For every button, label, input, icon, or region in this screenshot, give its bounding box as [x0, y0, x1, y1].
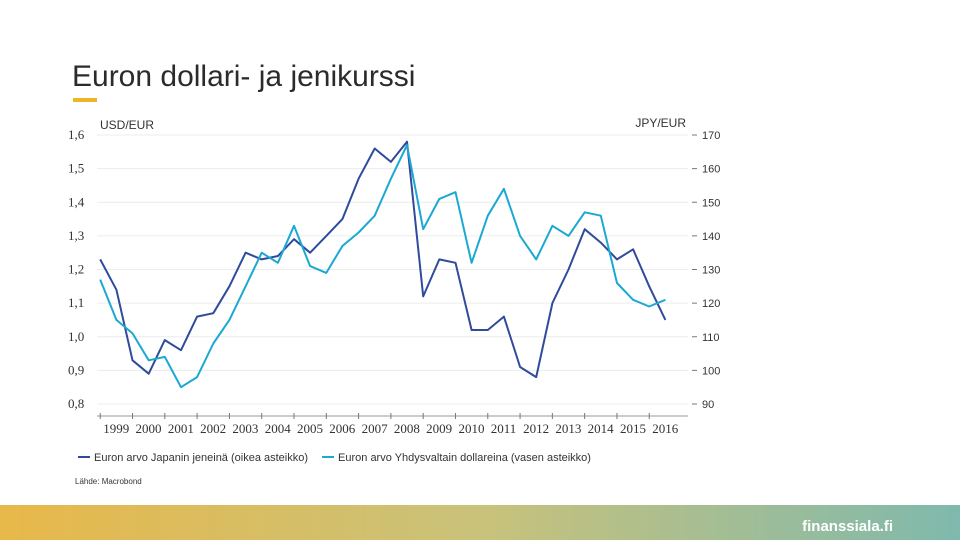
- plot: 0,8 0,9 1,0 1,1 1,2 1,3 1,4 1,5 1,6 90 100 110 120 13…: [68, 127, 720, 464]
- x-tick-label: 2013: [555, 421, 581, 436]
- y2-tick-label: 130: [702, 265, 720, 277]
- y2-tick-label: 140: [702, 231, 720, 243]
- x-tick-label: 2007: [362, 421, 389, 436]
- source: Lähde: Macrobond: [75, 477, 142, 486]
- x-tick-label: 2016: [652, 421, 679, 436]
- y2-axis-label: JPY/EUR: [635, 116, 686, 130]
- x-tick-label: 2002: [200, 421, 226, 436]
- x-tick-label: 2011: [491, 421, 517, 436]
- x-tick-label: 1999: [103, 421, 129, 436]
- x-tick-label: 2006: [329, 421, 356, 436]
- x-tick-label: 2009: [426, 421, 452, 436]
- x-tick-label: 2010: [458, 421, 484, 436]
- y-axis-label: USD/EUR: [100, 118, 154, 132]
- title-accent: [73, 98, 97, 102]
- x-tick-label: 2008: [394, 421, 420, 436]
- y2-tick-label: 110: [702, 332, 720, 344]
- y-tick-label: 1,6: [68, 127, 85, 142]
- y-tick-label: 1,2: [68, 262, 84, 277]
- y-tick-label: 1,0: [68, 329, 84, 344]
- series-line: [99, 140, 667, 379]
- footer-band: [0, 505, 960, 540]
- footer-text: finanssiala.fi: [802, 518, 893, 535]
- x-tick-label: 2001: [168, 421, 194, 436]
- y2-tick-label: 90: [702, 399, 714, 411]
- y2-tick-label: 160: [702, 164, 720, 176]
- y-tick-label: 1,4: [68, 194, 85, 209]
- x-tick-label: 2014: [588, 421, 615, 436]
- y-tick-label: 0,8: [68, 396, 84, 411]
- legend-label: Euron arvo Yhdysvaltain dollareina (vase…: [338, 452, 591, 464]
- y-tick-label: 0,9: [68, 362, 84, 377]
- x-tick-label: 2005: [297, 421, 323, 436]
- x-tick-label: 2012: [523, 421, 549, 436]
- y2-tick-label: 100: [702, 365, 720, 377]
- x-tick-label: 2004: [265, 421, 292, 436]
- y-tick-label: 1,1: [68, 295, 84, 310]
- x-tick-label: 2003: [232, 421, 258, 436]
- legend-label: Euron arvo Japanin jeneinä (oikea asteik…: [94, 452, 308, 464]
- slide-title: Euron dollari- ja jenikurssi: [72, 60, 415, 93]
- series-line: [99, 144, 666, 389]
- x-tick-label: 2015: [620, 421, 646, 436]
- y2-tick-label: 120: [702, 298, 720, 310]
- x-tick-label: 2000: [136, 421, 162, 436]
- y2-tick-label: 150: [702, 197, 720, 209]
- y2-tick-label: 170: [702, 130, 720, 142]
- y-tick-label: 1,3: [68, 228, 84, 243]
- y-tick-label: 1,5: [68, 161, 84, 176]
